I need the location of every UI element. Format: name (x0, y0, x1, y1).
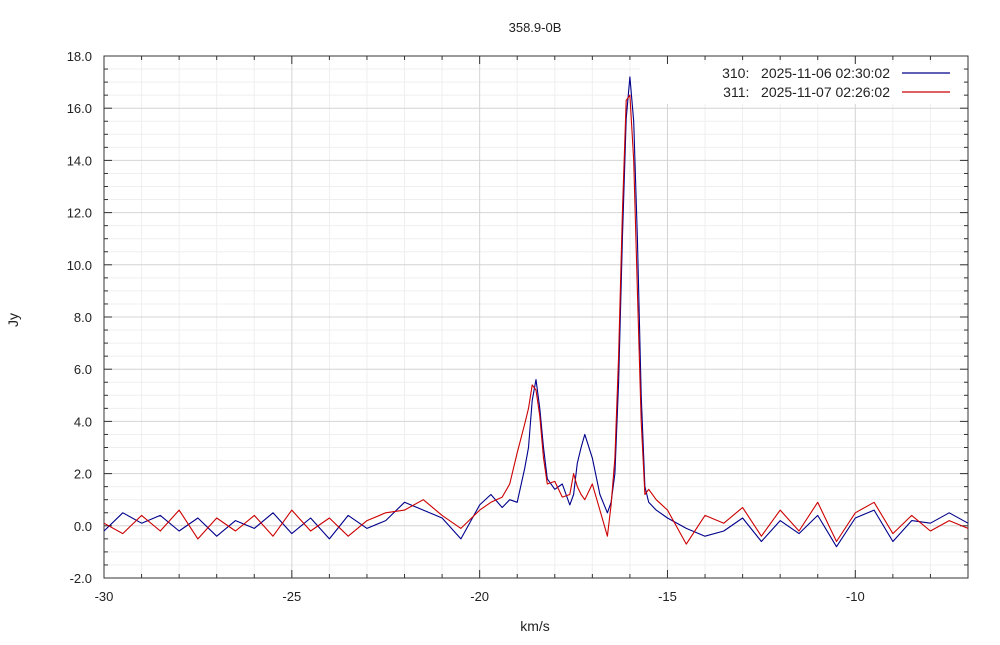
y-axis: -2.0 0.0 2.0 4.0 6.0 8.0 10.0 12.0 14.0 16.0 18.0 (67, 49, 968, 586)
y-axis-label: Jy (5, 313, 21, 327)
y-tick-label: 6.0 (74, 362, 92, 377)
y-tick-label: 10.0 (67, 258, 92, 273)
y-tick-label: 18.0 (67, 49, 92, 64)
x-tick-label: -30 (95, 589, 114, 604)
x-tick-label: -15 (658, 589, 677, 604)
y-tick-label: 12.0 (67, 206, 92, 221)
grid (103, 55, 969, 579)
y-tick-label: 4.0 (74, 414, 92, 429)
series-lines (103, 76, 969, 548)
legend-label-series-311: 311: 2025-11-07 02:26:02 (723, 84, 890, 100)
legend-label-series-310: 310: 2025-11-06 02:30:02 (722, 65, 890, 81)
y-tick-label: 14.0 (67, 153, 92, 168)
x-axis: -30 -25 -20 -15 -10 (95, 56, 969, 604)
chart-title: 358.9-0B (509, 20, 562, 35)
x-tick-label: -25 (282, 589, 301, 604)
series-line-311 (103, 94, 969, 545)
legend: 310: 2025-11-06 02:30:02 311: 2025-11-07… (640, 64, 962, 104)
y-tick-label: 8.0 (74, 310, 92, 325)
y-tick-label: 16.0 (67, 101, 92, 116)
series-line-310 (103, 76, 969, 548)
x-tick-label: -10 (846, 589, 865, 604)
y-tick-label: -2.0 (70, 571, 92, 586)
x-tick-label: -20 (470, 589, 489, 604)
x-axis-label: km/s (520, 618, 550, 634)
y-tick-label: 2.0 (74, 467, 92, 482)
y-tick-label: 0.0 (74, 519, 92, 534)
